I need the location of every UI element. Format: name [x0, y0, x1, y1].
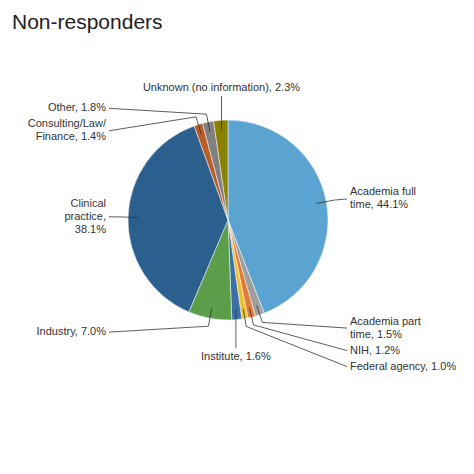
svg-text:Industry, 7.0%: Industry, 7.0% — [37, 325, 107, 337]
svg-text:Academia parttime, 1.5%: Academia parttime, 1.5% — [350, 315, 421, 340]
svg-text:Federal agency, 1.0%: Federal agency, 1.0% — [350, 360, 456, 372]
svg-text:Clinicalpractice,38.1%: Clinicalpractice,38.1% — [64, 197, 106, 235]
svg-text:Consulting/Law/Finance, 1.4%: Consulting/Law/Finance, 1.4% — [28, 117, 107, 142]
svg-text:Academia fulltime, 44.1%: Academia fulltime, 44.1% — [350, 185, 416, 210]
svg-text:Institute, 1.6%: Institute, 1.6% — [201, 350, 271, 362]
html-text:Non-responders: Non-responders — [12, 10, 163, 33]
svg-text:Other, 1.8%: Other, 1.8% — [48, 101, 106, 113]
svg-text:Unknown (no information), 2.3%: Unknown (no information), 2.3% — [143, 81, 300, 93]
svg-text:NIH, 1.2%: NIH, 1.2% — [350, 344, 400, 356]
